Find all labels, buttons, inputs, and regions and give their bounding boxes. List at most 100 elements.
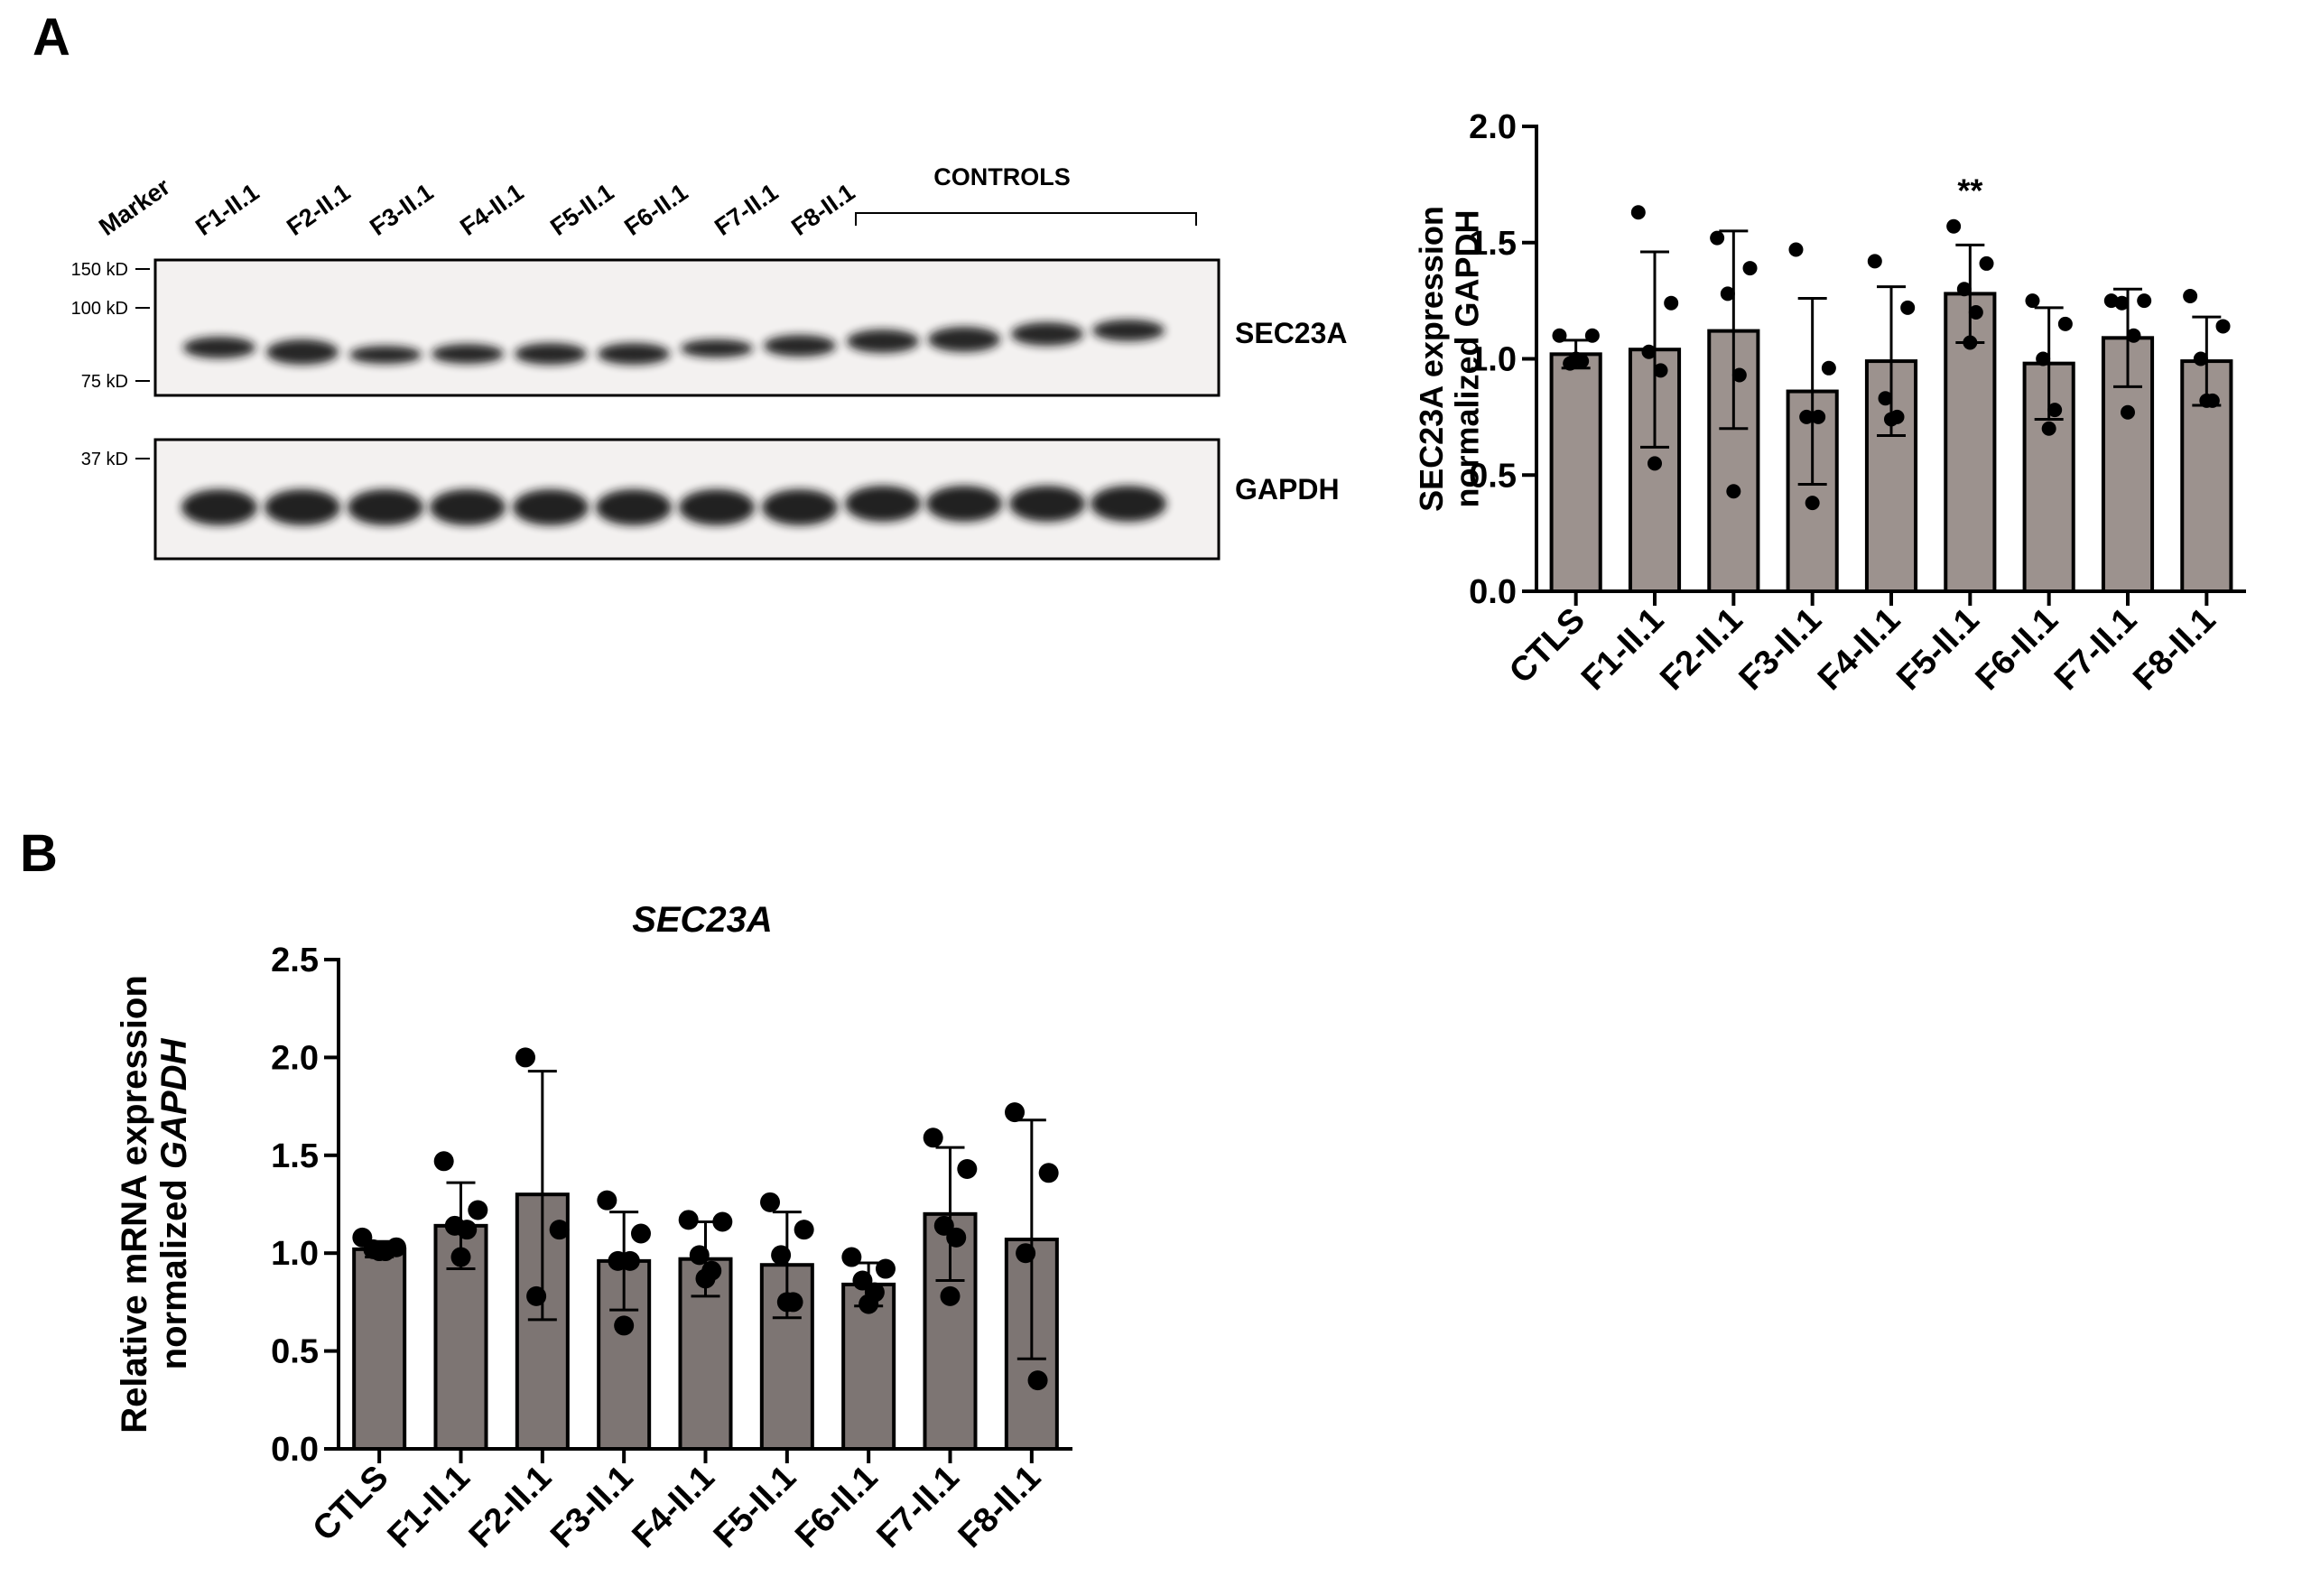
y-tick-label: 2.5 [271,942,319,979]
data-point [1979,255,1994,271]
gapdh-band [348,489,423,525]
y-tick-label: 2.0 [1469,108,1517,146]
sec23a-band [847,329,919,353]
sec23a-band [598,343,670,365]
gapdh-band [265,489,340,525]
data-point [369,1241,390,1262]
data-point [549,1220,570,1240]
sec23a-band [681,339,753,357]
sec23a-band [183,337,255,358]
data-point [1731,367,1747,383]
data-point [1720,286,1735,302]
marker-label: 150 kD [71,260,128,280]
gapdh-band [1091,486,1166,522]
data-point [1884,412,1898,427]
y-tick-label: 1.0 [1469,341,1517,379]
data-point [1805,496,1820,511]
y-axis-label-line1: SEC23A expression [1413,206,1450,512]
data-point [2121,404,2135,420]
gapdh-band [513,489,589,525]
y-tick-label: 1.5 [1469,225,1517,263]
data-point [2193,351,2208,367]
data-point [712,1211,733,1232]
x-tick-label: F4-II.1 [626,1459,722,1555]
bar [352,1247,407,1452]
data-point [1956,282,1972,297]
data-point [1742,261,1758,276]
significance-annotation: ** [1957,172,1982,209]
x-tick-label: F5-II.1 [707,1459,803,1555]
data-point [1900,300,1916,315]
data-point [450,1247,471,1267]
y-tick-label: 1.0 [271,1235,319,1273]
data-point [1811,409,1826,424]
data-point [923,1127,943,1148]
data-point [1641,344,1657,359]
gapdh-band [845,486,921,522]
marker-label: 100 kD [71,299,128,319]
sec23a-band [515,343,587,365]
x-tick-label: F8-II.1 [951,1459,1048,1555]
sec23a-band [349,346,422,364]
data-point [946,1227,967,1248]
data-point [1867,254,1882,269]
controls-label: CONTROLS [933,163,1071,190]
data-point [1653,363,1668,378]
gapdh-band [679,489,755,525]
data-point [619,1250,640,1271]
y-tick-label: 0.0 [271,1431,319,1469]
marker-label: 37 kD [81,450,128,469]
y-axis-label-line2: normalized GAPDH [1449,209,1486,507]
data-point [1005,1102,1026,1123]
data-point [1968,305,1983,320]
data-point [841,1247,862,1267]
data-point [2041,421,2056,436]
gapdh-band [181,489,257,525]
gapdh-band [926,486,1002,522]
y-tick-label: 1.5 [271,1137,319,1175]
data-point [695,1268,716,1289]
y-axis-label: Relative mRNA expression normalized GAPDH [115,975,194,1434]
data-point [940,1285,961,1306]
x-tick-label: F3-II.1 [543,1459,640,1555]
gapdh-band [430,489,506,525]
data-point [678,1210,699,1230]
y-axis-label-line2: normalized GAPDH [154,1038,194,1370]
data-point [1963,335,1978,350]
data-point [1038,1163,1059,1183]
data-point [1027,1370,1048,1391]
data-point [1552,328,1567,343]
sec23a-band [266,339,339,365]
data-point [1710,230,1725,246]
data-point [2057,316,2073,331]
data-point [1821,360,1836,376]
x-tick-label: F1-II.1 [381,1459,478,1555]
y-tick-label: 2.0 [271,1039,319,1077]
sec23a-band [432,344,504,364]
data-point [597,1190,617,1211]
data-point [1788,242,1804,257]
data-point [2137,293,2152,309]
sec23a-protein-label: SEC23A [1235,317,1348,349]
sec23a-band [1092,320,1165,341]
data-point [2126,328,2141,343]
gapdh-band [596,489,672,525]
data-point [1584,328,1600,343]
y-axis-label-line1: Relative mRNA expression [115,975,154,1434]
panel-b-label: B [20,824,58,883]
data-point [859,1294,879,1314]
data-point [2036,351,2051,367]
data-point [1664,295,1679,311]
data-point [1726,484,1741,499]
y-tick-label: 0.5 [1469,457,1517,495]
data-point [614,1315,635,1336]
data-point [1016,1243,1036,1264]
data-point [1878,391,1893,406]
data-point [2183,288,2198,303]
data-point [1648,456,1662,471]
chart-title: SEC23A [632,900,773,940]
data-point [957,1158,978,1179]
